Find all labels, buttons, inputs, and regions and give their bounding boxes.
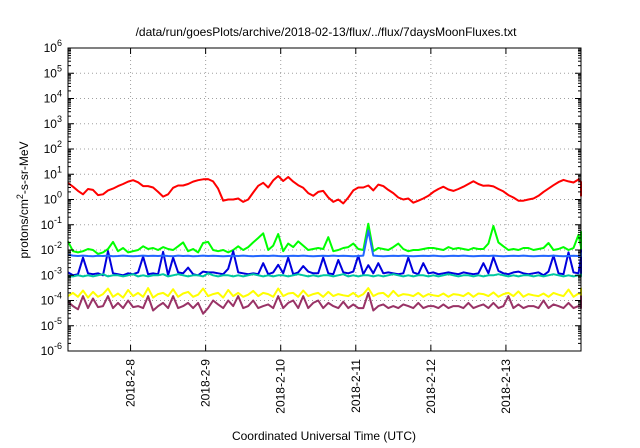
data-series-line: [67, 222, 582, 255]
data-series-line: [67, 229, 582, 258]
data-series-line: [67, 249, 582, 277]
x-axis: 2018-2-8 2018-2-9 2018-2-10 2018-2-11 2018-2…: [124, 48, 513, 414]
y-tick-label: 10-6: [41, 341, 62, 358]
y-tick-label: 101: [44, 164, 62, 181]
series-lines: [67, 175, 582, 315]
x-axis-title: Coordinated Universal Time (UTC): [232, 429, 416, 443]
y-tick-label: 102: [44, 139, 62, 156]
y-tick-label: 100: [44, 190, 62, 207]
y-tick-label: 10-5: [41, 316, 62, 333]
data-series-line: [67, 175, 582, 205]
y-tick-label: 104: [44, 89, 62, 106]
x-tick-label: 2018-2-12: [424, 359, 438, 414]
x-tick-label: 2018-2-10: [274, 359, 288, 414]
y-tick-label: 10-4: [41, 291, 62, 308]
x-tick-label: 2018-2-8: [124, 359, 138, 407]
y-tick-label: 103: [44, 114, 62, 131]
y-tick-label: 10-2: [41, 240, 62, 257]
y-tick-label: 106: [44, 38, 62, 55]
y-axis: 10-6 10-5 10-4 10-3 10-2 10-1 100 101 102 103 104 1…: [41, 38, 581, 358]
chart-title: /data/run/goesPlots/archive/2018-02-13/f…: [136, 25, 518, 39]
x-tick-label: 2018-2-11: [349, 359, 363, 413]
x-tick-label: 2018-2-9: [199, 359, 213, 407]
data-series-line: [67, 287, 582, 299]
y-axis-title: protons/cm2-s-sr-MeV: [15, 141, 31, 258]
x-tick-label: 2018-2-13: [499, 359, 513, 414]
data-series-line: [68, 272, 582, 278]
data-series-line: [67, 291, 582, 315]
y-tick-label: 10-1: [41, 215, 62, 232]
y-tick-label: 105: [44, 63, 62, 80]
y-tick-label: 10-3: [41, 265, 62, 282]
